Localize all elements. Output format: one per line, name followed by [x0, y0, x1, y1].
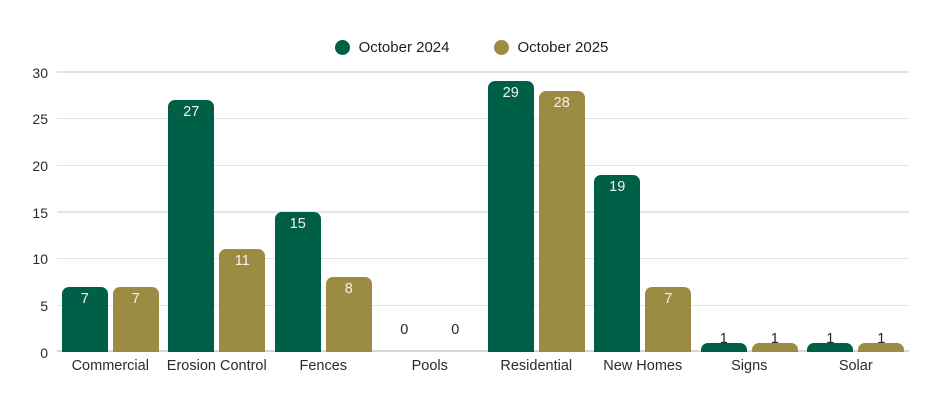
x-axis-line — [57, 350, 909, 352]
x-axis-category-label: Pools — [411, 358, 448, 374]
bar-october-2025[interactable]: 11 — [219, 249, 266, 352]
bar-value-label: 1 — [719, 331, 728, 347]
legend-label: October 2024 — [358, 38, 450, 56]
bar-value-label: 7 — [664, 290, 673, 307]
bar-value-label: 8 — [344, 281, 353, 298]
x-axis-category-label: Fences — [299, 358, 348, 374]
bar-october-2024[interactable]: 19 — [594, 174, 641, 352]
bar-group-commercial: 7 7 Commercial — [57, 72, 164, 374]
bar-group-pools: 0 0 Pools — [377, 72, 484, 374]
bar-value-label: 28 — [553, 94, 570, 111]
legend-item-0[interactable]: October 2024 — [334, 38, 450, 56]
bar-october-2025[interactable]: 8 — [325, 277, 372, 352]
bar-october-2024[interactable]: 29 — [487, 81, 534, 352]
bar-group-new-homes: 19 7 New Homes — [590, 72, 697, 374]
bar-october-2024[interactable]: 1 — [807, 331, 854, 352]
bar-october-2025[interactable]: 1 — [751, 331, 798, 352]
bar-group-signs: 1 1 Signs — [696, 72, 803, 374]
x-axis-category-label: Erosion Control — [166, 358, 267, 374]
legend-item-1[interactable]: October 2025 — [493, 38, 609, 56]
bar-value-label: 7 — [131, 290, 140, 307]
bar-october-2025[interactable]: 7 — [645, 286, 692, 352]
bar-october-2025[interactable]: 28 — [538, 90, 585, 352]
bar-group-fences: 15 8 Fences — [270, 72, 377, 374]
y-axis-tick-label: 20 — [32, 157, 48, 174]
gridline — [57, 71, 909, 73]
bar-october-2025[interactable]: 7 — [112, 286, 159, 352]
bar-value-label: 15 — [289, 216, 306, 232]
bar-october-2025[interactable]: 1 — [858, 331, 905, 352]
y-axis-tick-label: 30 — [32, 64, 48, 81]
bar-october-2024[interactable]: 7 — [61, 286, 108, 352]
legend-dot-icon — [334, 39, 350, 55]
bar-value-label: 1 — [770, 331, 779, 347]
x-axis-category-label: Solar — [838, 358, 873, 374]
x-axis-category-label: Commercial — [71, 358, 149, 374]
bar-value-label: 27 — [183, 104, 200, 120]
bar-value-label: 1 — [877, 331, 886, 347]
bar-value-label: 11 — [234, 253, 250, 270]
y-axis-tick-label: 0 — [40, 344, 48, 361]
bar-october-2024[interactable]: 27 — [168, 100, 215, 352]
x-axis-category-label: Signs — [731, 358, 768, 374]
x-axis-category-label: Residential — [500, 358, 573, 374]
gridline — [57, 211, 909, 213]
legend-label: October 2025 — [517, 38, 609, 56]
chart-legend: October 2024 October 2025 — [0, 36, 943, 58]
y-axis-tick-label: 10 — [32, 251, 48, 268]
gridline — [57, 304, 909, 307]
legend-dot-icon — [493, 39, 509, 55]
gridline — [57, 257, 909, 260]
bar-value-label: 0 — [451, 321, 460, 338]
gridline — [57, 117, 909, 120]
bar-october-2024[interactable]: 15 — [274, 212, 321, 352]
bar-value-label: 19 — [609, 178, 626, 195]
bar-group-solar: 1 1 Solar — [803, 72, 910, 374]
bar-group-erosion-control: 27 11 Erosion Control — [164, 72, 271, 374]
bar-value-label: 1 — [826, 331, 835, 347]
x-axis-category-label: New Homes — [603, 358, 683, 374]
bar-value-label: 29 — [502, 85, 519, 102]
y-axis-tick-label: 25 — [32, 111, 48, 128]
y-axis-tick-label: 15 — [32, 204, 48, 221]
plot-area: 0 5 10 15 20 25 30 7 7 Commercial 27 11 Erosion Cont… — [32, 65, 910, 374]
gridline — [57, 164, 909, 167]
bar-value-label: 0 — [400, 321, 409, 338]
y-axis-tick-label: 5 — [40, 297, 48, 314]
bar-group-residential: 29 28 Residential — [483, 72, 590, 374]
bar-october-2024[interactable]: 1 — [700, 331, 747, 352]
bar-value-label: 7 — [80, 290, 89, 307]
